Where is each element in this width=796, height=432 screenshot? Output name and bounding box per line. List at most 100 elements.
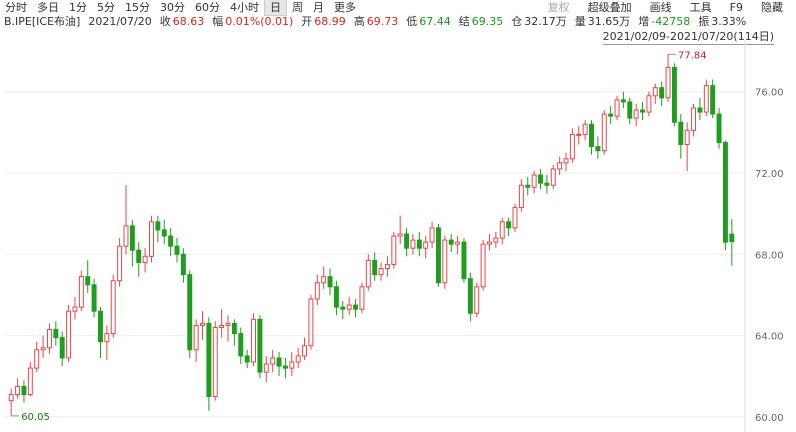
candle-body — [85, 276, 91, 286]
candle-body — [289, 361, 295, 369]
candle-body — [187, 274, 193, 351]
candle-body — [372, 259, 378, 276]
candle-body — [423, 241, 429, 249]
candle-body — [397, 233, 403, 237]
tool-button[interactable]: 画线 — [649, 1, 672, 14]
period-button[interactable]: 15分 — [125, 1, 150, 14]
candle-body — [518, 184, 524, 209]
candle-body — [461, 241, 467, 280]
info-label: 幅 — [212, 15, 224, 28]
candle-body — [429, 227, 435, 243]
candle-body — [410, 239, 416, 249]
candle-body — [212, 326, 218, 398]
period-button[interactable]: 日 — [264, 0, 287, 16]
tool-button[interactable]: F9 — [729, 0, 743, 14]
candle-body — [155, 221, 161, 231]
candle-body — [378, 268, 384, 276]
period-button[interactable]: 1分 — [69, 1, 87, 14]
candle-body — [563, 158, 569, 164]
candle-body — [21, 385, 27, 396]
candle-body — [78, 276, 84, 308]
period-button[interactable]: 更多 — [334, 1, 356, 14]
date-range[interactable]: 2021/02/09-2021/07/20(114日) — [602, 30, 774, 45]
candle-body — [257, 318, 263, 373]
candle-body — [684, 129, 690, 146]
extreme-label: 60.05 — [21, 412, 50, 423]
candle-body — [59, 337, 65, 359]
candle-body — [327, 276, 333, 288]
candle-body — [123, 225, 129, 247]
period-button[interactable]: 5分 — [97, 1, 115, 14]
tool-button[interactable]: 超级叠加 — [587, 1, 632, 14]
candle-body — [302, 345, 308, 357]
candle-body — [8, 394, 14, 402]
candle-body — [442, 239, 448, 284]
tool-button[interactable]: 隐藏 — [761, 1, 783, 14]
candle-body — [117, 245, 123, 282]
candle-body — [416, 239, 422, 249]
candle-body — [678, 121, 684, 146]
candle-body — [129, 225, 135, 251]
candle-body — [27, 367, 33, 396]
candle-body — [633, 109, 639, 119]
y-tick-label: 68.00 — [755, 250, 784, 261]
period-button[interactable]: 周 — [292, 1, 303, 14]
candle-body — [467, 278, 473, 314]
candle-body — [582, 123, 588, 135]
period-button[interactable]: 60分 — [195, 1, 220, 14]
period-button[interactable]: 多日 — [37, 1, 59, 14]
info-value: 67.44 — [419, 14, 451, 28]
y-tick-label: 60.00 — [755, 413, 784, 424]
toolbar: 分时 多日 1分 5分 15分 30分 60分 4小时日周月更多 — [0, 0, 796, 16]
candle-body — [512, 207, 518, 229]
candle-body — [72, 306, 78, 312]
candle-body — [493, 237, 499, 243]
candle-body — [15, 385, 21, 396]
tool-button[interactable]: 复权 — [547, 1, 570, 14]
info-label: 开 — [301, 15, 313, 28]
info-value: 0.01%(0.01) — [225, 14, 294, 28]
candle-body — [314, 282, 320, 300]
period-button[interactable]: 分时 — [5, 1, 27, 14]
info-value: -42758 — [651, 14, 691, 28]
quote-info: B.IPE[ICE布油] 2021/07/20 收 68.63 幅 0.01%(0.01)… — [4, 14, 754, 29]
info-label: 仓 — [511, 15, 523, 28]
candle-body — [206, 322, 212, 398]
candle-body — [384, 263, 390, 270]
candle-body — [538, 174, 543, 184]
candle-body — [340, 306, 346, 310]
candle-body — [646, 95, 652, 113]
candle-body — [716, 113, 722, 144]
candle-body — [710, 85, 716, 115]
candle-body — [333, 286, 339, 308]
y-tick-label: 72.00 — [755, 169, 784, 180]
candle-body — [404, 233, 410, 249]
candle-body — [652, 87, 658, 97]
candle-body — [359, 286, 365, 310]
period-button[interactable]: 月 — [313, 1, 324, 14]
candle-body — [480, 243, 486, 288]
symbol: B.IPE[ICE布油] — [4, 15, 81, 28]
candle-body — [263, 363, 269, 373]
tool-button[interactable]: 工具 — [689, 1, 712, 14]
period-button[interactable]: 30分 — [160, 1, 185, 14]
candle-body — [161, 229, 167, 237]
candle-body — [703, 85, 709, 113]
extreme-label: 77.84 — [678, 50, 707, 61]
candle-body — [569, 133, 575, 160]
candle-body — [295, 355, 301, 363]
candle-body — [231, 322, 237, 335]
date: 2021/07/20 — [88, 14, 152, 28]
info-label: 振 — [698, 15, 710, 28]
candle-body — [365, 259, 371, 288]
candle-body — [270, 357, 276, 365]
info-label: 增 — [638, 15, 650, 28]
candle-body — [448, 239, 454, 245]
candle-body — [627, 101, 633, 119]
candle-body — [487, 241, 492, 245]
candle-body — [136, 249, 142, 263]
candle-body — [620, 99, 626, 103]
info-value: 32.17万 — [524, 15, 567, 28]
period-button[interactable]: 4小时 — [230, 1, 259, 14]
